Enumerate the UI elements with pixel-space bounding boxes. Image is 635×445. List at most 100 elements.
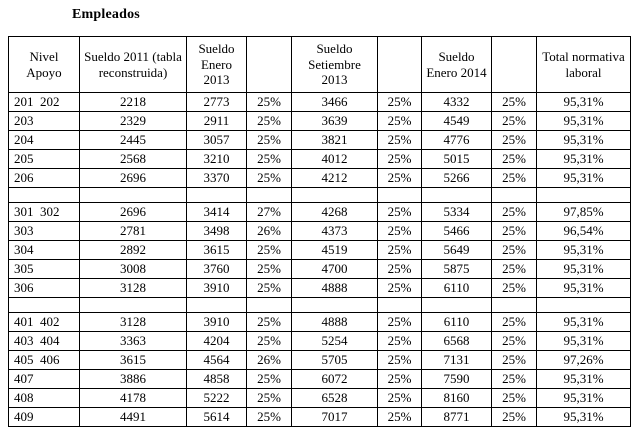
- table-cell: 25%: [246, 259, 292, 279]
- table-cell: 2773: [186, 92, 247, 112]
- table-cell: 3615: [186, 240, 247, 260]
- table-cell: 97,85%: [536, 202, 631, 222]
- table-cell: 301 302: [8, 202, 80, 222]
- header-pct-1: [246, 36, 292, 93]
- table-cell: 3910: [186, 278, 247, 298]
- table-cell: 6528: [291, 388, 378, 408]
- table-cell: 3128: [79, 312, 187, 332]
- table-row: 304 2892 3615 25% 4519 25% 5649 25% 95,31%: [8, 240, 631, 260]
- table-cell: 25%: [491, 92, 537, 112]
- table-cell: 25%: [377, 369, 422, 389]
- table-cell: 405 406: [8, 350, 80, 370]
- table-cell: 25%: [491, 130, 537, 150]
- table-cell: 4519: [291, 240, 378, 260]
- table-cell: 25%: [491, 168, 537, 188]
- table-cell: 2568: [79, 149, 187, 169]
- spacer-cell: [186, 187, 247, 203]
- table-cell: 7590: [421, 369, 492, 389]
- table-cell: 95,31%: [536, 278, 631, 298]
- table-cell: 95,31%: [536, 388, 631, 408]
- header-row: Nivel Apoyo Sueldo 2011 (tabla reconstru…: [8, 36, 631, 93]
- table-cell: 95,31%: [536, 92, 631, 112]
- table-cell: 25%: [246, 240, 292, 260]
- table-cell: 2329: [79, 111, 187, 131]
- page-title: Empleados: [72, 7, 140, 22]
- table-row: 401 402 3128 3910 25% 4888 25% 6110 25% 95,31%: [8, 312, 631, 332]
- table-cell: 3910: [186, 312, 247, 332]
- table-cell: 203: [8, 111, 80, 131]
- table-cell: 8771: [421, 407, 492, 427]
- table-header: Nivel Apoyo Sueldo 2011 (tabla reconstru…: [8, 36, 631, 93]
- table-cell: 95,31%: [536, 407, 631, 427]
- table-cell: 409: [8, 407, 80, 427]
- table-cell: 5466: [421, 221, 492, 241]
- header-pct-3: [491, 36, 537, 93]
- spacer-cell: [421, 297, 492, 313]
- table-cell: 26%: [246, 221, 292, 241]
- header-sueldo-2011: Sueldo 2011 (tabla reconstruida): [79, 36, 187, 93]
- spacer-cell: [491, 187, 537, 203]
- table-cell: 201 202: [8, 92, 80, 112]
- table-cell: 3615: [79, 350, 187, 370]
- table-row: 405 406 3615 4564 26% 5705 25% 7131 25% 97,26%: [8, 350, 631, 370]
- table-cell: 3363: [79, 331, 187, 351]
- table-cell: 25%: [491, 202, 537, 222]
- table-cell: 25%: [491, 240, 537, 260]
- table-cell: 3760: [186, 259, 247, 279]
- table-cell: 26%: [246, 350, 292, 370]
- header-pct-2: [377, 36, 422, 93]
- table-cell: 25%: [377, 92, 422, 112]
- header-sueldo-enero-2014: Sueldo Enero 2014: [421, 36, 492, 93]
- table-cell: 2696: [79, 168, 187, 188]
- spacer-cell: [79, 187, 187, 203]
- table-row: 305 3008 3760 25% 4700 25% 5875 25% 95,31%: [8, 259, 631, 279]
- table-cell: 25%: [491, 388, 537, 408]
- table-cell: 95,31%: [536, 111, 631, 131]
- table-cell: 5649: [421, 240, 492, 260]
- table-cell: 95,31%: [536, 240, 631, 260]
- table-cell: 25%: [246, 312, 292, 332]
- table-cell: 25%: [377, 350, 422, 370]
- table-cell: 25%: [377, 240, 422, 260]
- empleados-table: Nivel Apoyo Sueldo 2011 (tabla reconstru…: [8, 36, 631, 427]
- table-row: 403 404 3363 4204 25% 5254 25% 6568 25% 95,31%: [8, 331, 631, 351]
- table-cell: 3466: [291, 92, 378, 112]
- table-cell: 3886: [79, 369, 187, 389]
- table-cell: 5705: [291, 350, 378, 370]
- table-cell: 25%: [246, 168, 292, 188]
- table-cell: 4888: [291, 312, 378, 332]
- header-nivel-apoyo: Nivel Apoyo: [8, 36, 80, 93]
- table-row: 206 2696 3370 25% 4212 25% 5266 25% 95,31%: [8, 168, 631, 188]
- spacer-cell: [421, 187, 492, 203]
- table-cell: 3498: [186, 221, 247, 241]
- table-cell: 205: [8, 149, 80, 169]
- table-cell: 4212: [291, 168, 378, 188]
- table-cell: 4373: [291, 221, 378, 241]
- table-cell: 95,31%: [536, 149, 631, 169]
- table-cell: 95,31%: [536, 369, 631, 389]
- spacer-row: [8, 187, 631, 203]
- table-cell: 6072: [291, 369, 378, 389]
- table-cell: 3370: [186, 168, 247, 188]
- table-cell: 6110: [421, 278, 492, 298]
- table-row: 204 2445 3057 25% 3821 25% 4776 25% 95,31%: [8, 130, 631, 150]
- table-row: 306 3128 3910 25% 4888 25% 6110 25% 95,31%: [8, 278, 631, 298]
- table-cell: 25%: [377, 259, 422, 279]
- table-cell: 2218: [79, 92, 187, 112]
- table-cell: 25%: [246, 149, 292, 169]
- table-cell: 25%: [246, 111, 292, 131]
- spacer-cell: [377, 297, 422, 313]
- spacer-cell: [291, 297, 378, 313]
- table-cell: 25%: [377, 149, 422, 169]
- table-cell: 304: [8, 240, 80, 260]
- table-cell: 4332: [421, 92, 492, 112]
- table-cell: 25%: [246, 278, 292, 298]
- spacer-cell: [186, 297, 247, 313]
- table-cell: 305: [8, 259, 80, 279]
- table-cell: 6568: [421, 331, 492, 351]
- table-cell: 95,31%: [536, 331, 631, 351]
- table-cell: 5015: [421, 149, 492, 169]
- table-cell: 95,31%: [536, 168, 631, 188]
- table-cell: 25%: [377, 388, 422, 408]
- table-cell: 2892: [79, 240, 187, 260]
